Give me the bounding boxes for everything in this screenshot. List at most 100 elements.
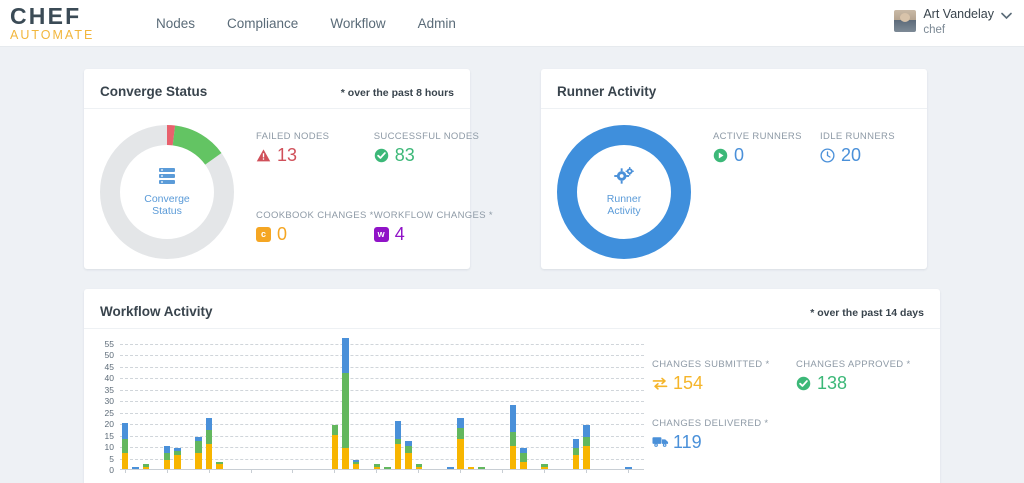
metric-value-row: 119 bbox=[652, 433, 796, 451]
chart-bar-segment bbox=[163, 459, 171, 469]
chart-bar bbox=[415, 464, 423, 469]
chart-bar-slot[interactable] bbox=[256, 338, 266, 469]
chart-bar bbox=[331, 425, 339, 469]
chart-x-tick bbox=[502, 469, 504, 473]
chart-bar-slot[interactable] bbox=[497, 338, 507, 473]
chart-bar-slot[interactable] bbox=[602, 338, 612, 469]
chart-bar-segment bbox=[572, 455, 580, 469]
chart-bar-slot[interactable] bbox=[403, 338, 413, 469]
chart-bar-slot[interactable] bbox=[151, 338, 161, 469]
chart-bar bbox=[457, 418, 464, 469]
chart-bar-slot[interactable] bbox=[393, 338, 403, 469]
chart-bar-slot[interactable] bbox=[309, 338, 319, 469]
chart-x-tick bbox=[166, 469, 168, 473]
chart-bar-segment bbox=[415, 464, 423, 467]
chart-bar-segment bbox=[520, 462, 527, 469]
chart-bar-slot[interactable] bbox=[340, 338, 350, 469]
chart-bar-segment bbox=[352, 459, 360, 463]
chart-bar-slot[interactable] bbox=[476, 338, 486, 469]
nav-link-compliance[interactable]: Compliance bbox=[227, 15, 299, 31]
chart-bar-slot[interactable] bbox=[372, 338, 382, 473]
chart-bar-segment bbox=[216, 462, 223, 465]
dashboard-page: Converge Status * over the past 8 hours bbox=[0, 47, 1024, 483]
nav-link-workflow[interactable]: Workflow bbox=[330, 15, 386, 31]
user-menu[interactable]: Art Vandelay chef bbox=[894, 7, 1012, 37]
nav-link-admin[interactable]: Admin bbox=[417, 15, 456, 31]
chart-bar-slot[interactable] bbox=[277, 338, 287, 469]
chart-bar-slot[interactable] bbox=[141, 338, 151, 469]
chart-bar-slot[interactable] bbox=[634, 338, 644, 469]
chart-bar bbox=[142, 464, 150, 469]
chart-bar-slot[interactable] bbox=[550, 338, 560, 469]
runner-metrics: ACTIVE RUNNERS 0 IDLE RUNNERS bbox=[695, 121, 927, 263]
metric-number: 4 bbox=[394, 224, 405, 244]
chart-bar-slot[interactable] bbox=[330, 338, 340, 473]
chart-bar-slot[interactable] bbox=[162, 338, 172, 473]
converge-donut-label-line1: Converge bbox=[144, 192, 190, 205]
metric-changes-delivered[interactable]: CHANGES DELIVERED * bbox=[652, 418, 796, 451]
chart-bar-segment bbox=[121, 423, 129, 440]
chart-bar-slot[interactable] bbox=[414, 338, 424, 473]
chart-bar-slot[interactable] bbox=[288, 338, 298, 473]
brand-logo[interactable]: CHEF AUTOMATE bbox=[10, 4, 118, 42]
metric-cookbook-changes[interactable]: COOKBOOK CHANGES * c 0 bbox=[256, 210, 374, 263]
chart-bar-slot[interactable] bbox=[456, 338, 466, 473]
metric-label: WORKFLOW CHANGES * bbox=[373, 210, 493, 221]
chart-bar-slot[interactable] bbox=[560, 338, 570, 469]
chart-bar bbox=[541, 464, 548, 469]
chart-bar-segment bbox=[142, 466, 150, 469]
chart-bar-segment bbox=[457, 427, 464, 440]
chart-bar-slot[interactable] bbox=[351, 338, 361, 469]
chart-bar-slot[interactable] bbox=[130, 338, 140, 469]
chart-bar-slot[interactable] bbox=[319, 338, 329, 469]
chart-bar-slot[interactable] bbox=[518, 338, 528, 469]
chart-bar-slot[interactable] bbox=[214, 338, 224, 469]
chart-bar-slot[interactable] bbox=[120, 338, 130, 473]
metric-failed-nodes[interactable]: FAILED NODES 13 bbox=[256, 131, 374, 184]
chart-bar-slot[interactable] bbox=[298, 338, 308, 469]
metric-active-runners[interactable]: ACTIVE RUNNERS 0 bbox=[713, 131, 820, 201]
chart-bar-slot[interactable] bbox=[592, 338, 602, 469]
chart-bar-slot[interactable] bbox=[466, 338, 476, 469]
chart-bar-slot[interactable] bbox=[435, 338, 445, 469]
chart-bar-slot[interactable] bbox=[508, 338, 518, 469]
chart-bar-slot[interactable] bbox=[172, 338, 182, 469]
chart-bar-segment bbox=[163, 452, 171, 460]
chart-bar-slot[interactable] bbox=[623, 338, 633, 473]
chart-bar-slot[interactable] bbox=[571, 338, 581, 469]
chart-bar-slot[interactable] bbox=[361, 338, 371, 469]
chart-bar-slot[interactable] bbox=[246, 338, 256, 473]
nav-link-nodes[interactable]: Nodes bbox=[156, 15, 196, 31]
chart-bar-segment bbox=[174, 455, 181, 469]
chart-bar-segment bbox=[195, 441, 202, 453]
chart-bar-segment bbox=[447, 466, 454, 469]
chart-bar-slot[interactable] bbox=[382, 338, 392, 469]
metric-successful-nodes[interactable]: SUCCESSFUL NODES 83 bbox=[374, 131, 493, 184]
chart-bar-slot[interactable] bbox=[487, 338, 497, 469]
chart-bar-slot[interactable] bbox=[424, 338, 434, 469]
chart-bar-slot[interactable] bbox=[193, 338, 203, 469]
chart-bar-slot[interactable] bbox=[267, 338, 277, 469]
chart-bar-slot[interactable] bbox=[539, 338, 549, 473]
metric-changes-submitted[interactable]: CHANGES SUBMITTED * 154 bbox=[652, 359, 796, 392]
chart-bar-slot[interactable] bbox=[581, 338, 591, 473]
metric-workflow-changes[interactable]: WORKFLOW CHANGES * w 4 bbox=[373, 210, 493, 263]
top-navbar: CHEF AUTOMATE Nodes Compliance Workflow … bbox=[0, 0, 1024, 47]
chart-gridline bbox=[120, 458, 644, 460]
metric-idle-runners[interactable]: IDLE RUNNERS 20 bbox=[820, 131, 927, 201]
chart-bar-slot[interactable] bbox=[529, 338, 539, 469]
chart-bar bbox=[342, 338, 349, 469]
metric-value-row: 138 bbox=[796, 374, 940, 392]
chart-bar-slot[interactable] bbox=[235, 338, 245, 469]
chart-bar bbox=[195, 436, 202, 469]
chevron-down-icon[interactable] bbox=[1001, 11, 1012, 23]
chart-bar-slot[interactable] bbox=[225, 338, 235, 469]
metric-changes-approved[interactable]: CHANGES APPROVED * 138 bbox=[796, 359, 940, 392]
user-info: Art Vandelay chef bbox=[923, 7, 994, 37]
workflow-card-body: 0 5 10 15 20 25 30 35 40 45 50 55 CHANGES SUBMITTED… bbox=[84, 329, 940, 483]
chart-bar-segment bbox=[394, 443, 402, 469]
chart-bar-slot[interactable] bbox=[445, 338, 455, 469]
chart-bar-slot[interactable] bbox=[183, 338, 193, 469]
chart-bar-slot[interactable] bbox=[204, 338, 214, 473]
chart-bar-slot[interactable] bbox=[613, 338, 623, 469]
